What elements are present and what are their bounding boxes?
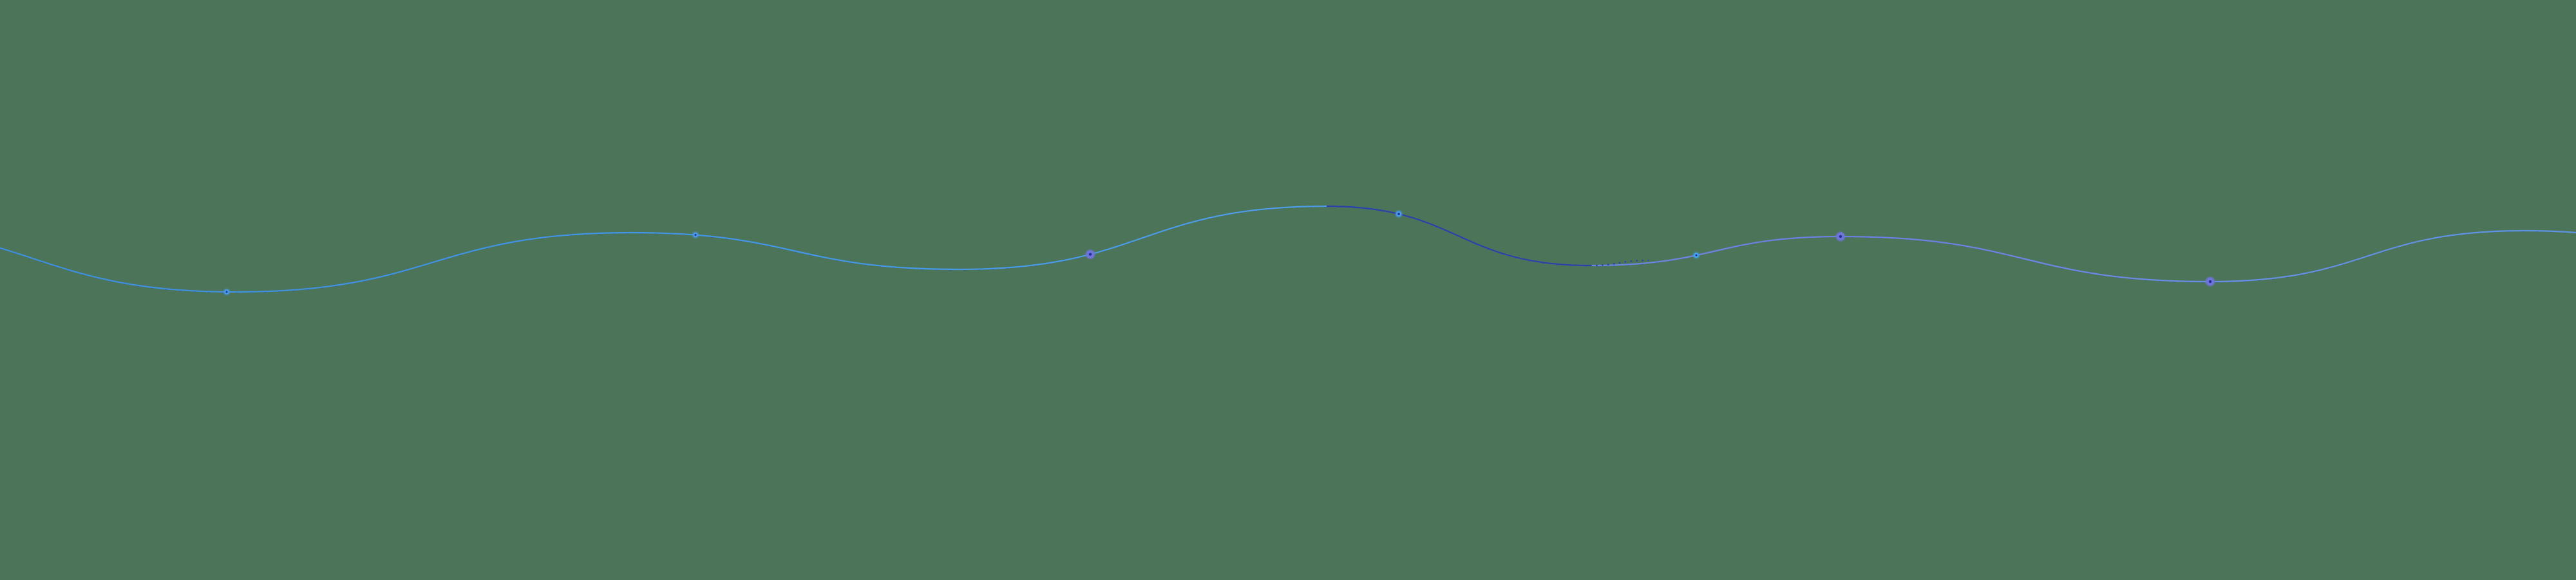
wave-underlay-fleck-line [0, 206, 2576, 293]
data-point-marker-center [694, 234, 697, 237]
data-point-marker-center [1397, 213, 1400, 215]
wave-overlay-dark-line [1326, 205, 1591, 267]
data-point-marker-center [225, 291, 228, 293]
wave-overlay-dotted-tail [1589, 259, 1649, 267]
data-point-marker-center [1695, 254, 1698, 256]
data-point-markers [223, 209, 2216, 296]
data-point-marker-center [1839, 235, 1842, 238]
wave-main-line [0, 205, 2576, 293]
data-point-marker-center [2208, 280, 2212, 284]
data-point-marker-center [1088, 253, 1092, 256]
